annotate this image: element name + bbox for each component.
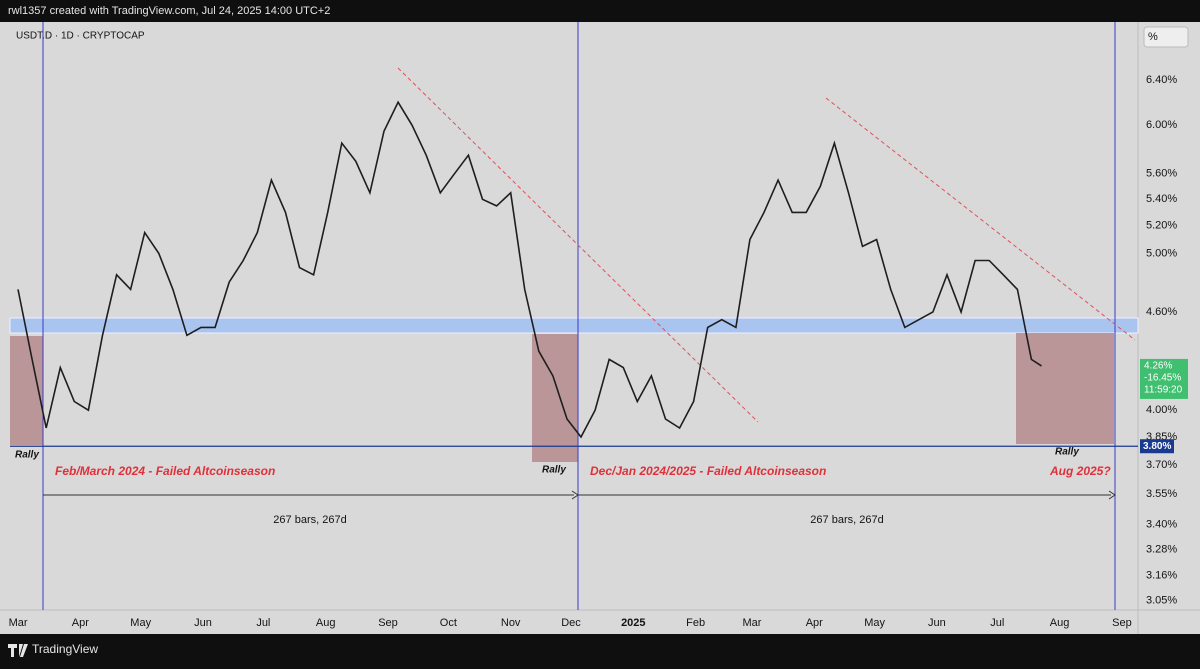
support-zone — [9, 317, 1139, 334]
x-tick-label: May — [864, 617, 885, 629]
trend-line — [825, 97, 1136, 341]
y-tick-label: 3.55% — [1146, 488, 1177, 500]
rally-box — [1016, 333, 1114, 444]
y-tick-label: 5.00% — [1146, 247, 1177, 259]
rally-box — [10, 336, 43, 445]
x-tick-label: Feb — [686, 617, 705, 629]
logo — [8, 644, 28, 657]
annotation: Feb/March 2024 - Failed Altcoinseason — [55, 464, 275, 478]
x-tick-label: Aug — [316, 617, 336, 629]
x-tick-label: Mar — [9, 617, 28, 629]
level-tag — [1140, 439, 1174, 454]
footer-bar — [0, 634, 1200, 664]
price-change: -16.45% — [1144, 373, 1181, 384]
x-tick-label: Dec — [561, 617, 581, 629]
y-tick-label: 5.60% — [1146, 168, 1177, 180]
y-tick-label: 6.40% — [1146, 74, 1177, 86]
x-tick-label: Aug — [1050, 617, 1070, 629]
x-tick-label: Apr — [806, 617, 823, 629]
bar-countdown: 11:59:20 — [1144, 385, 1183, 396]
x-tick-label: Nov — [501, 617, 521, 629]
trend-line — [397, 67, 759, 423]
x-tick-label: Jun — [194, 617, 212, 629]
y-tick-label: 3.70% — [1146, 459, 1177, 471]
x-tick-label: Jun — [928, 617, 946, 629]
x-tick-label: Mar — [742, 617, 761, 629]
brand: TradingView — [32, 642, 98, 656]
y-tick-label: 4.60% — [1146, 306, 1177, 318]
rally-label: Rally — [1055, 447, 1079, 458]
scale-button[interactable] — [1143, 26, 1189, 48]
range-label: 267 bars, 267d — [273, 514, 346, 526]
symbol: USDT.D · 1D · CRYPTOCAP — [16, 31, 145, 42]
y-tick-label: 6.00% — [1146, 119, 1177, 131]
x-tick-label: Jul — [256, 617, 270, 629]
y-tick-label: 5.20% — [1146, 220, 1177, 232]
range-label: 267 bars, 267d — [810, 514, 883, 526]
y-tick-label: 3.40% — [1146, 518, 1177, 530]
rally-label: Rally — [15, 450, 39, 461]
price-line — [17, 100, 1042, 439]
annotation: Aug 2025? — [1049, 464, 1111, 478]
x-tick-label: Apr — [72, 617, 89, 629]
x-tick-label: Jul — [990, 617, 1004, 629]
last-price-tag — [1140, 358, 1188, 399]
credit: rwl1357 created with TradingView.com, Ju… — [8, 5, 330, 17]
rally-label: Rally — [542, 465, 566, 476]
y-tick-label: 5.40% — [1146, 193, 1177, 205]
x-tick-label: Sep — [378, 617, 398, 629]
y-tick-label: 3.16% — [1146, 570, 1177, 582]
y-tick-label: 3.05% — [1146, 595, 1177, 607]
x-tick-label: 2025 — [621, 617, 645, 629]
arrow-head — [1108, 490, 1116, 500]
last-price: 4.26% — [1144, 361, 1172, 372]
scale-button-label[interactable]: % — [1148, 31, 1158, 43]
rally-box — [532, 334, 578, 462]
x-tick-label: May — [130, 617, 151, 629]
x-tick-label: Oct — [440, 617, 457, 629]
annotation: Dec/Jan 2024/2025 - Failed Altcoinseason — [590, 464, 826, 478]
level-label: 3.80% — [1143, 441, 1171, 452]
y-tick-label: 3.28% — [1146, 544, 1177, 556]
header-bar — [0, 0, 1200, 22]
y-tick-label: 4.00% — [1146, 404, 1177, 416]
x-tick-label: Sep — [1112, 617, 1132, 629]
